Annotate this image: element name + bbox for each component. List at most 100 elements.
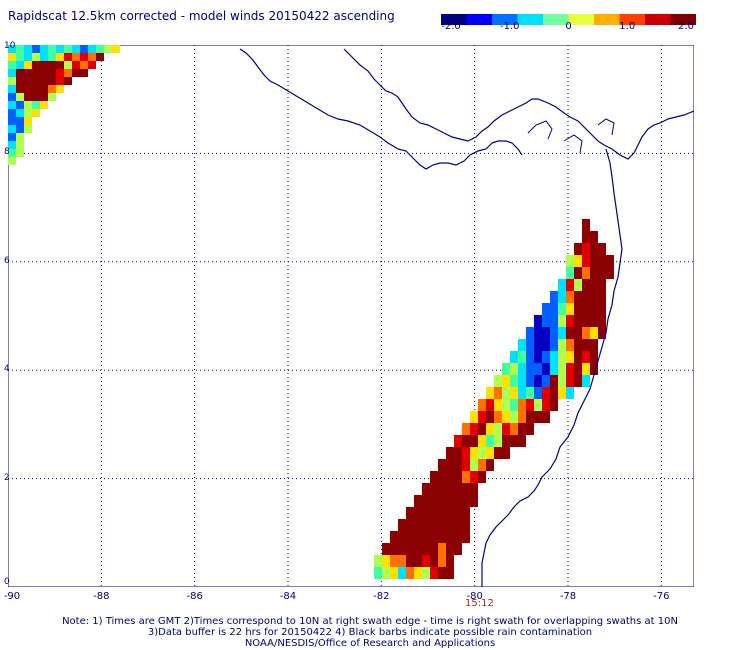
- wind-cell: [542, 315, 550, 327]
- wind-cell: [8, 133, 16, 141]
- wind-cell: [534, 327, 542, 339]
- wind-cell: [382, 567, 390, 579]
- wind-cell: [16, 133, 24, 141]
- wind-cell: [438, 507, 446, 519]
- wind-cell: [558, 351, 566, 363]
- wind-cell: [406, 543, 414, 555]
- wind-cell: [526, 351, 534, 363]
- wind-cell: [590, 267, 598, 279]
- coastline-colombia: [481, 148, 623, 587]
- wind-cell: [438, 483, 446, 495]
- wind-cell: [446, 495, 454, 507]
- wind-cell: [502, 399, 510, 411]
- wind-cell: [470, 435, 478, 447]
- y-tick-label: 0: [4, 577, 10, 587]
- colorbar-gradient: [441, 14, 697, 25]
- wind-cell: [430, 483, 438, 495]
- wind-cell: [542, 363, 550, 375]
- wind-cell: [494, 447, 502, 459]
- wind-cell: [598, 279, 606, 291]
- wind-cell: [56, 85, 64, 93]
- wind-cell: [550, 303, 558, 315]
- wind-cell: [104, 45, 112, 53]
- swath-time-label: 15:12: [465, 598, 494, 609]
- wind-cell: [398, 555, 406, 567]
- wind-cell: [478, 447, 486, 459]
- wind-cell: [24, 77, 32, 85]
- wind-cell: [494, 387, 502, 399]
- wind-cell: [478, 471, 486, 483]
- colorbar-tick-label: -2.0: [441, 21, 461, 32]
- wind-cell: [486, 459, 494, 471]
- wind-cell: [454, 519, 462, 531]
- wind-cell: [582, 303, 590, 315]
- wind-cell: [390, 543, 398, 555]
- wind-cell: [486, 435, 494, 447]
- wind-cell: [40, 53, 48, 61]
- wind-cell: [414, 507, 422, 519]
- wind-cell: [16, 93, 24, 101]
- wind-cell: [526, 387, 534, 399]
- wind-cell: [566, 315, 574, 327]
- wind-cell: [518, 423, 526, 435]
- wind-cell: [32, 45, 40, 53]
- wind-cell: [518, 399, 526, 411]
- wind-cell: [486, 387, 494, 399]
- wind-cell: [64, 53, 72, 61]
- wind-cell: [446, 483, 454, 495]
- colorbar-segment: [543, 14, 569, 25]
- wind-cell: [32, 85, 40, 93]
- wind-cell: [478, 411, 486, 423]
- wind-cell: [8, 149, 16, 157]
- wind-cell: [502, 435, 510, 447]
- wind-cell: [566, 303, 574, 315]
- wind-cell: [8, 45, 16, 53]
- wind-cell: [582, 315, 590, 327]
- colorbar-tick-label: 0: [565, 21, 572, 32]
- wind-cell: [374, 555, 382, 567]
- wind-cell: [40, 77, 48, 85]
- wind-cell: [454, 531, 462, 543]
- wind-cell: [8, 157, 16, 165]
- wind-cell: [462, 483, 470, 495]
- wind-cell: [534, 399, 542, 411]
- wind-cell: [454, 435, 462, 447]
- wind-cell: [462, 435, 470, 447]
- wind-cell: [550, 351, 558, 363]
- map-plot[interactable]: [8, 45, 694, 587]
- wind-cell: [8, 141, 16, 149]
- wind-cell: [16, 77, 24, 85]
- wind-cell: [550, 363, 558, 375]
- wind-cell: [582, 267, 590, 279]
- wind-cell: [88, 61, 96, 69]
- wind-cell: [422, 567, 430, 579]
- wind-cell: [8, 77, 16, 85]
- wind-cell: [582, 231, 590, 243]
- wind-cell: [446, 447, 454, 459]
- wind-cell: [510, 351, 518, 363]
- wind-cell: [574, 291, 582, 303]
- wind-cell: [526, 423, 534, 435]
- wind-cell: [590, 291, 598, 303]
- wind-cell: [518, 351, 526, 363]
- wind-cell: [558, 375, 566, 387]
- wind-cell: [518, 363, 526, 375]
- wind-cell: [462, 447, 470, 459]
- wind-cell: [24, 69, 32, 77]
- wind-cell: [598, 315, 606, 327]
- wind-cell: [574, 375, 582, 387]
- wind-cell: [72, 45, 80, 53]
- note-line-2: 3)Data buffer is 22 hrs for 20150422 4) …: [147, 627, 593, 638]
- colorbar-segment: [645, 14, 671, 25]
- wind-cell: [590, 363, 598, 375]
- wind-cell: [550, 327, 558, 339]
- wind-cell: [438, 543, 446, 555]
- wind-cell: [534, 351, 542, 363]
- wind-cell: [454, 447, 462, 459]
- coastline-colombia-interior: [527, 118, 615, 154]
- wind-cell: [566, 291, 574, 303]
- wind-cell: [494, 435, 502, 447]
- wind-cell: [510, 423, 518, 435]
- wind-cell: [56, 77, 64, 85]
- wind-cell: [48, 77, 56, 85]
